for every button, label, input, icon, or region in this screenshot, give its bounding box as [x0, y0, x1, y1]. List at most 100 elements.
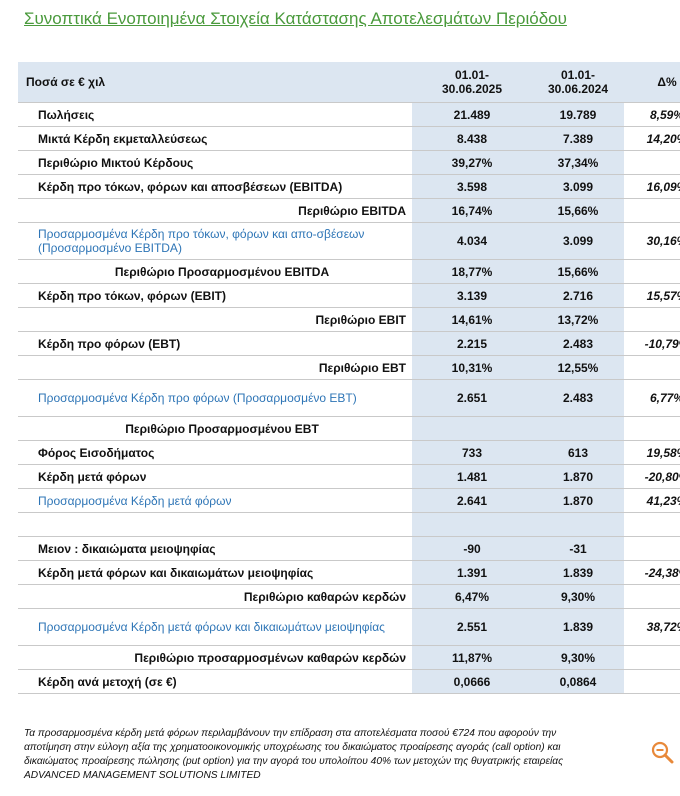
- table-cell: 30,16%: [624, 222, 680, 260]
- footnote-line: δικαιώματος προαίρεσης πώλησης (put opti…: [24, 756, 564, 767]
- table-cell: 8,59%: [624, 102, 680, 127]
- table-cell: 2.483: [532, 379, 624, 417]
- table-cell: 1.839: [532, 560, 624, 585]
- table-cell: 2.716: [532, 283, 624, 308]
- table-row: Κέρδη προ τόκων, φόρων και αποσβέσεων (E…: [18, 174, 680, 199]
- table-cell: [624, 669, 680, 694]
- table-cell: 21.489: [412, 102, 532, 127]
- table-cell: Κέρδη προ φόρων (EBT): [18, 331, 412, 356]
- table-cell: 38,72%: [624, 608, 680, 646]
- table-cell: -31: [532, 536, 624, 561]
- table-cell: Προσαρμοσμένα Κέρδη μετά φόρων και δικαι…: [18, 608, 412, 646]
- table-cell: -20,80%: [624, 464, 680, 489]
- table-row: Περιθώριο καθαρών κερδών 6,47% 9,30%: [18, 584, 680, 609]
- table-row: Προσαρμοσμένα Κέρδη προ τόκων, φόρων και…: [18, 222, 680, 260]
- table-row: [18, 512, 680, 537]
- table-row: Περιθώριο EBIT 14,61% 13,72%: [18, 307, 680, 332]
- table-cell: [624, 584, 680, 609]
- footnote: Τα προσαρμοσμένα κέρδη μετά φόρων περιλα…: [24, 727, 563, 783]
- table-cell: 4.034: [412, 222, 532, 260]
- header-row: Ποσά σε € χιλ 01.01- 30.06.2025 01.01- 30.…: [18, 62, 680, 103]
- table-cell: [532, 512, 624, 537]
- table-cell: [624, 512, 680, 537]
- table-cell: 3.099: [532, 174, 624, 199]
- table-row: Κέρδη προ τόκων, φόρων (EBIT) 3.139 2.716 1…: [18, 283, 680, 308]
- table-cell: [624, 150, 680, 175]
- table-cell: [624, 198, 680, 223]
- table-cell: 11,87%: [412, 645, 532, 670]
- table-cell: Κέρδη ανά μετοχή (σε €): [18, 669, 412, 694]
- table-cell: Φόρος Εισοδήματος: [18, 440, 412, 465]
- table-cell: [624, 416, 680, 441]
- table-cell: 12,55%: [532, 355, 624, 380]
- table-cell: 733: [412, 440, 532, 465]
- footnote-line: Τα προσαρμοσμένα κέρδη μετά φόρων περιλα…: [24, 728, 557, 739]
- table-cell: 3.598: [412, 174, 532, 199]
- table-cell: Περιθώριο Προσαρμοσμένου EBITDA: [18, 259, 412, 284]
- table-cell: 19,58%: [624, 440, 680, 465]
- table-cell: 10,31%: [412, 355, 532, 380]
- table-cell: 2.551: [412, 608, 532, 646]
- table-cell: Κέρδη προ τόκων, φόρων και αποσβέσεων (E…: [18, 174, 412, 199]
- table-cell: 15,57%: [624, 283, 680, 308]
- table-cell: Περιθώριο EBITDA: [18, 198, 412, 223]
- table-cell: [624, 355, 680, 380]
- table-cell: -90: [412, 536, 532, 561]
- table-cell: -10,79%: [624, 331, 680, 356]
- table-cell: 3.099: [532, 222, 624, 260]
- table-cell: 1.481: [412, 464, 532, 489]
- table-cell: Προσαρμοσμένα Κέρδη μετά φόρων: [18, 488, 412, 513]
- table-cell: 16,09%: [624, 174, 680, 199]
- table-cell: [532, 416, 624, 441]
- table-row: Κέρδη μετά φόρων και δικαιωμάτων μειοψηφ…: [18, 560, 680, 585]
- table-cell: 14,20%: [624, 126, 680, 151]
- table-cell: 1.391: [412, 560, 532, 585]
- footnote-line: ADVANCED MANAGEMENT SOLUTIONS LIMITED: [24, 770, 261, 781]
- table-cell: 3.139: [412, 283, 532, 308]
- table-cell: 2.483: [532, 331, 624, 356]
- zoom-icon[interactable]: [650, 740, 674, 764]
- title: Συνοπτικά Ενοποιημένα Στοιχεία Κατάσταση…: [24, 9, 567, 28]
- table-cell: Περιθώριο EBIT: [18, 307, 412, 332]
- header-cell: 01.01- 30.06.2024: [532, 62, 624, 103]
- table-cell: Μικτά Κέρδη εκμεταλλεύσεως: [18, 126, 412, 151]
- header-cell: Δ%: [624, 62, 680, 103]
- table-cell: 2.215: [412, 331, 532, 356]
- results-table: Ποσά σε € χιλ 01.01- 30.06.2025 01.01- 30.…: [18, 62, 680, 694]
- table-cell: 1.870: [532, 488, 624, 513]
- table-cell: 6,77%: [624, 379, 680, 417]
- table-cell: 2.651: [412, 379, 532, 417]
- table-row: Προσαρμοσμένα Κέρδη προ φόρων (Προσαρμοσ…: [18, 379, 680, 417]
- table-row: Περιθώριο EBT 10,31% 12,55%: [18, 355, 680, 380]
- table-row: Περιθώριο Προσαρμοσμένου EBT: [18, 416, 680, 441]
- table-cell: 613: [532, 440, 624, 465]
- table-cell: Προσαρμοσμένα Κέρδη προ φόρων (Προσαρμοσ…: [18, 379, 412, 417]
- table-cell: [624, 259, 680, 284]
- table-cell: 1.870: [532, 464, 624, 489]
- table-row: Περιθώριο EBITDA 16,74% 15,66%: [18, 198, 680, 223]
- table-cell: 19.789: [532, 102, 624, 127]
- table-cell: 15,66%: [532, 259, 624, 284]
- table-cell: 41,23%: [624, 488, 680, 513]
- table-cell: 8.438: [412, 126, 532, 151]
- table-cell: -24,38%: [624, 560, 680, 585]
- table-row: Μικτά Κέρδη εκμεταλλεύσεως 8.438 7.389 14,2…: [18, 126, 680, 151]
- table-cell: Περιθώριο Προσαρμοσμένου EBT: [18, 416, 412, 441]
- table-cell: Κέρδη μετά φόρων και δικαιωμάτων μειοψηφ…: [18, 560, 412, 585]
- table-cell: Προσαρμοσμένα Κέρδη προ τόκων, φόρων και…: [18, 222, 412, 260]
- table-cell: 39,27%: [412, 150, 532, 175]
- header-cell: Ποσά σε € χιλ: [18, 62, 412, 103]
- table-row: Προσαρμοσμένα Κέρδη μετά φόρων και δικαι…: [18, 608, 680, 646]
- table-row: Προσαρμοσμένα Κέρδη μετά φόρων 2.641 1.870…: [18, 488, 680, 513]
- table-cell: [624, 307, 680, 332]
- table-cell: 13,72%: [532, 307, 624, 332]
- table-cell: 1.839: [532, 608, 624, 646]
- table-cell: Κέρδη μετά φόρων: [18, 464, 412, 489]
- table-cell: 16,74%: [412, 198, 532, 223]
- table-row: Κέρδη ανά μετοχή (σε €) 0,0666 0,0864: [18, 669, 680, 694]
- table-cell: 18,77%: [412, 259, 532, 284]
- table-row: Περιθώριο Μικτού Κέρδους 39,27% 37,34%: [18, 150, 680, 175]
